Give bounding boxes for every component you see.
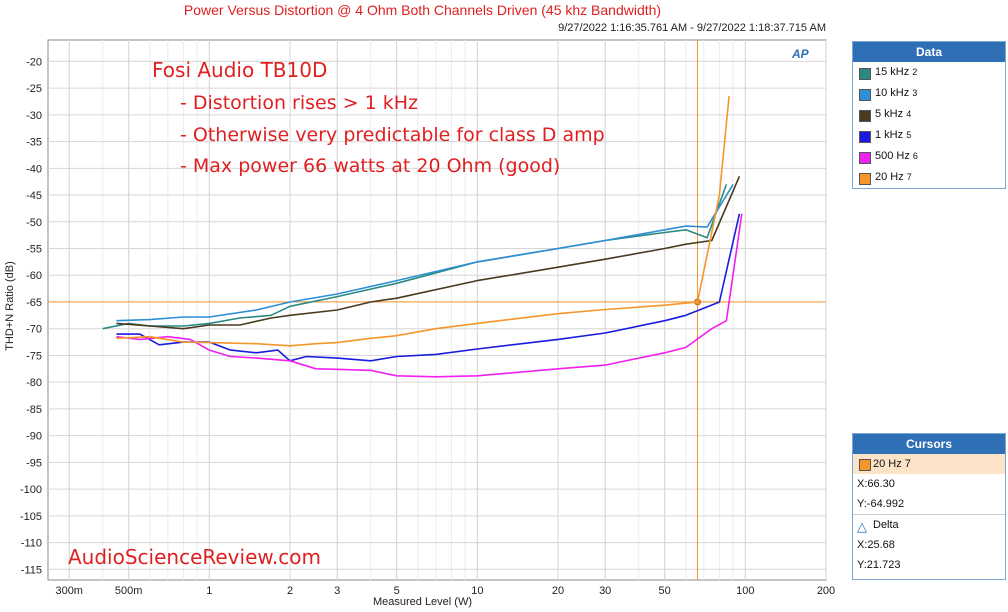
annotation-line2: - Otherwise very predictable for class D… bbox=[180, 124, 605, 146]
annotation-line1: - Distortion rises > 1 kHz bbox=[180, 92, 418, 114]
y-tick-label: -75 bbox=[26, 350, 42, 362]
y-tick-label: -90 bbox=[26, 431, 42, 443]
y-tick-label: -60 bbox=[26, 270, 42, 282]
cursor-x-value: X:66.30 bbox=[857, 478, 895, 490]
legend-item[interactable]: 15 kHz 2 bbox=[853, 62, 1005, 83]
legend-label: 5 kHz 4 bbox=[875, 108, 912, 120]
y-tick-label: -115 bbox=[21, 564, 42, 576]
x-tick-label: 50 bbox=[659, 585, 671, 597]
delta-y-value: Y:21.723 bbox=[857, 559, 901, 571]
delta-toggle[interactable]: △ Delta bbox=[853, 514, 1005, 535]
legend-trace-number: 6 bbox=[912, 151, 918, 161]
legend-items: 15 kHz 2 10 kHz 3 5 kHz 4 1 kHz 5 500 Hz 6 20… bbox=[853, 62, 1005, 188]
series-line-10-khz bbox=[116, 183, 734, 322]
legend-item[interactable]: 1 kHz 5 bbox=[853, 125, 1005, 146]
y-tick-label: -65 bbox=[26, 297, 42, 309]
annotation-product: Fosi Audio TB10D bbox=[152, 58, 328, 82]
x-tick-label: 3 bbox=[334, 585, 340, 597]
y-tick-label: -25 bbox=[26, 83, 42, 95]
series-group bbox=[102, 96, 743, 378]
y-tick-label: -95 bbox=[26, 457, 42, 469]
cursor-selected-trace[interactable]: 20 Hz 7 bbox=[853, 454, 1005, 474]
legend-swatch bbox=[859, 131, 871, 143]
y-tick-label: -40 bbox=[26, 163, 42, 175]
x-tick-label: 300m bbox=[55, 585, 83, 597]
x-tick-label: 10 bbox=[471, 585, 483, 597]
series-line-5-khz bbox=[116, 175, 741, 330]
cursors-panel-title: Cursors bbox=[853, 434, 1005, 454]
legend-trace-number: 2 bbox=[912, 67, 918, 77]
legend-swatch bbox=[859, 68, 871, 80]
x-tick-label: 1 bbox=[206, 585, 212, 597]
cursor-trace-swatch bbox=[859, 459, 871, 471]
y-tick-label: -85 bbox=[26, 404, 42, 416]
y-tick-label: -45 bbox=[26, 190, 42, 202]
legend-swatch bbox=[859, 173, 871, 185]
y-tick-label: -100 bbox=[20, 484, 42, 496]
x-tick-label: 30 bbox=[599, 585, 611, 597]
cursor-y-value: Y:-64.992 bbox=[857, 498, 905, 510]
x-tick-label: 20 bbox=[552, 585, 564, 597]
watermark: AudioScienceReview.com bbox=[68, 545, 321, 569]
legend-label: 10 kHz 3 bbox=[875, 87, 918, 99]
tick-labels: 300m 500m 1 2 3 5 10 20 30 50 100 200 -20 -25 -30 -35 -4… bbox=[20, 56, 835, 597]
cursor-trace-label: 20 Hz 7 bbox=[873, 458, 911, 470]
y-tick-label: -80 bbox=[26, 377, 42, 389]
timestamp: 9/27/2022 1:16:35.761 AM - 9/27/2022 1:1… bbox=[558, 22, 826, 34]
ap-logo-icon: AP bbox=[792, 47, 809, 61]
legend-item[interactable]: 20 Hz 7 bbox=[853, 167, 1005, 188]
y-tick-label: -55 bbox=[26, 244, 42, 256]
x-tick-label: 200 bbox=[817, 585, 835, 597]
x-tick-label: 500m bbox=[115, 585, 143, 597]
delta-x-value: X:25.68 bbox=[857, 539, 895, 551]
series-line-20-hz bbox=[116, 96, 730, 347]
y-axis-label: THD+N Ratio (dB) bbox=[4, 261, 16, 351]
legend-swatch bbox=[859, 152, 871, 164]
data-legend-panel: Data 15 kHz 2 10 kHz 3 5 kHz 4 1 kHz 5 500 H… bbox=[852, 41, 1006, 189]
series-line-15-khz bbox=[102, 184, 728, 330]
y-tick-label: -70 bbox=[26, 324, 42, 336]
legend-label: 1 kHz 5 bbox=[875, 129, 912, 141]
y-tick-label: -20 bbox=[26, 56, 42, 68]
y-tick-label: -105 bbox=[20, 511, 42, 523]
legend-swatch bbox=[859, 110, 871, 122]
x-tick-label: 5 bbox=[394, 585, 400, 597]
legend-trace-number: 5 bbox=[906, 130, 912, 140]
legend-trace-number: 3 bbox=[912, 88, 918, 98]
x-axis-label: Measured Level (W) bbox=[372, 596, 473, 608]
y-tick-label: -30 bbox=[26, 110, 42, 122]
legend-label: 500 Hz 6 bbox=[875, 150, 918, 162]
x-tick-label: 100 bbox=[736, 585, 754, 597]
chart-title: Power Versus Distortion @ 4 Ohm Both Cha… bbox=[183, 2, 662, 18]
y-tick-label: -50 bbox=[26, 217, 42, 229]
plot-area bbox=[47, 39, 827, 581]
legend-label: 15 kHz 2 bbox=[875, 66, 918, 78]
x-tick-label: 2 bbox=[287, 585, 293, 597]
delta-label: Delta bbox=[873, 519, 899, 531]
legend-trace-number: 4 bbox=[906, 109, 912, 119]
legend-item[interactable]: 10 kHz 3 bbox=[853, 83, 1005, 104]
y-tick-label: -35 bbox=[26, 137, 42, 149]
y-tick-label: -110 bbox=[21, 538, 42, 550]
legend-item[interactable]: 500 Hz 6 bbox=[853, 146, 1005, 167]
delta-icon: △ bbox=[857, 519, 867, 534]
cursors-panel: Cursors 20 Hz 7 X:66.30 Y:-64.992 △ Delt… bbox=[852, 433, 1006, 580]
annotation-line3: - Max power 66 watts at 20 Ohm (good) bbox=[180, 155, 561, 177]
data-panel-title: Data bbox=[853, 42, 1005, 62]
legend-label: 20 Hz 7 bbox=[875, 171, 912, 183]
legend-trace-number: 7 bbox=[906, 172, 912, 182]
legend-swatch bbox=[859, 89, 871, 101]
legend-item[interactable]: 5 kHz 4 bbox=[853, 104, 1005, 125]
